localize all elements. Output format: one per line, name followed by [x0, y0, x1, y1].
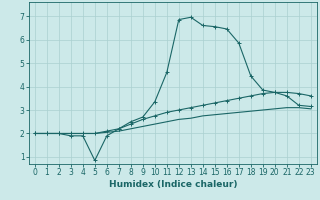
X-axis label: Humidex (Indice chaleur): Humidex (Indice chaleur)	[108, 180, 237, 189]
